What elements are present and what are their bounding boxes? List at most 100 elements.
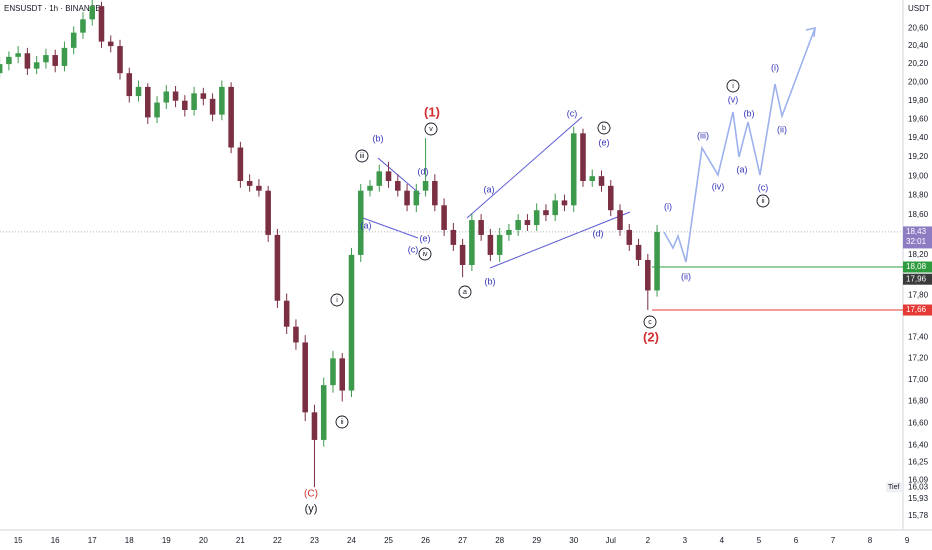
y-tick-label: 20,40 xyxy=(908,41,929,50)
x-tick-label: 27 xyxy=(458,536,467,545)
candle-body xyxy=(450,229,457,245)
y-tick-label: 17,00 xyxy=(908,375,929,384)
y-tick-label: 16,09 xyxy=(908,476,929,485)
countdown: 32:01 xyxy=(906,237,927,246)
candle-body xyxy=(219,86,225,115)
candle-body xyxy=(265,190,271,235)
price-label: 18,43 xyxy=(906,227,927,236)
wave-circle xyxy=(418,247,432,261)
y-tick-label: 18,80 xyxy=(908,191,929,200)
price-label-box xyxy=(903,304,932,316)
y-tick-label: 16,40 xyxy=(908,441,929,450)
x-tick-label: 22 xyxy=(273,536,282,545)
low-tag-box xyxy=(886,482,903,493)
candle-body xyxy=(607,185,614,211)
x-tick-label: 30 xyxy=(569,536,578,545)
wave-label: (ii) xyxy=(681,271,691,281)
x-tick-label: 7 xyxy=(831,536,836,545)
candle-body xyxy=(163,91,170,103)
candle-body xyxy=(385,171,392,182)
y-tick-label: 19,60 xyxy=(908,114,929,123)
candle-body xyxy=(80,19,86,33)
y-tick-label: 17,80 xyxy=(908,291,929,300)
low-tag: Tief xyxy=(888,484,899,491)
x-tick-label: 8 xyxy=(868,536,873,545)
y-tick-label: 19,20 xyxy=(908,152,929,161)
x-tick-label: 16 xyxy=(51,536,60,545)
candles xyxy=(0,0,660,488)
wave-label: (2) xyxy=(643,329,659,344)
x-tick-label: 17 xyxy=(88,536,97,545)
candle-body xyxy=(478,220,484,235)
candle-body xyxy=(145,86,151,118)
candle-body xyxy=(570,133,577,206)
trend-line xyxy=(362,217,419,239)
candle-body xyxy=(404,190,410,206)
x-tick-label: 25 xyxy=(384,536,393,545)
candle-body xyxy=(635,244,642,260)
candle-body xyxy=(283,300,290,327)
candle-body xyxy=(348,254,355,391)
wave-circle xyxy=(355,149,369,163)
candle-body xyxy=(15,53,21,57)
wave-circle xyxy=(335,415,349,429)
candle-body xyxy=(459,244,466,265)
wave-label: iii xyxy=(360,153,365,160)
candle-body xyxy=(33,62,40,69)
y-tick-label: 17,20 xyxy=(908,353,929,362)
y-tick-label: 20,60 xyxy=(908,23,929,32)
wave-circle xyxy=(458,285,472,299)
candle-body xyxy=(182,100,188,110)
price-label: 17,96 xyxy=(906,274,927,283)
candle-body xyxy=(237,147,244,182)
y-tick-label: 20,20 xyxy=(908,59,929,68)
x-tick-label: Jul xyxy=(606,536,616,545)
candle-body xyxy=(367,185,373,191)
candle-body xyxy=(506,229,512,235)
candle-body xyxy=(70,32,77,48)
candle-body xyxy=(432,181,438,206)
wave-label: b xyxy=(602,125,606,132)
wave-label: (y) xyxy=(305,503,318,515)
wave-label: (1) xyxy=(424,104,440,119)
wave-label: (a) xyxy=(484,184,495,194)
wave-label: v xyxy=(429,126,433,133)
candle-body xyxy=(395,181,401,191)
wave-circle xyxy=(330,293,344,307)
candle-body xyxy=(209,98,216,115)
candle-body xyxy=(589,176,596,182)
price-label: 18,08 xyxy=(906,262,927,271)
candle-body xyxy=(172,91,179,101)
candle-body xyxy=(200,93,207,99)
wave-label: (iv) xyxy=(712,181,725,191)
y-tick-label: 19,00 xyxy=(908,171,929,180)
x-tick-label: 20 xyxy=(199,536,208,545)
wave-label: (ii) xyxy=(777,124,787,134)
candle-body xyxy=(302,342,308,413)
price-label-box xyxy=(903,273,932,285)
candle-body xyxy=(293,326,299,343)
candle-body xyxy=(246,181,253,186)
x-tick-label: 28 xyxy=(495,536,504,545)
candle-body xyxy=(24,53,31,69)
wave-label: iv xyxy=(422,251,428,258)
y-tick-label: 16,25 xyxy=(908,457,929,466)
x-tick-label: 5 xyxy=(757,536,762,545)
wave-label: ii xyxy=(761,198,765,205)
candle-body xyxy=(552,200,558,216)
wave-circle xyxy=(424,122,438,136)
x-tick-label: 18 xyxy=(125,536,134,545)
x-tick-label: 26 xyxy=(421,536,430,545)
projection-path xyxy=(663,27,816,263)
y-tick-label: 15,78 xyxy=(908,511,929,520)
candle-body xyxy=(274,234,281,301)
candle-body xyxy=(645,259,651,291)
x-tick-label: 19 xyxy=(162,536,171,545)
trend-line xyxy=(377,157,421,195)
y-tick-label: 20,00 xyxy=(908,77,929,86)
x-tick-label: 2 xyxy=(646,536,651,545)
wave-label: (i) xyxy=(664,201,672,211)
candle-body xyxy=(422,181,429,191)
wave-label: (e) xyxy=(599,137,610,147)
